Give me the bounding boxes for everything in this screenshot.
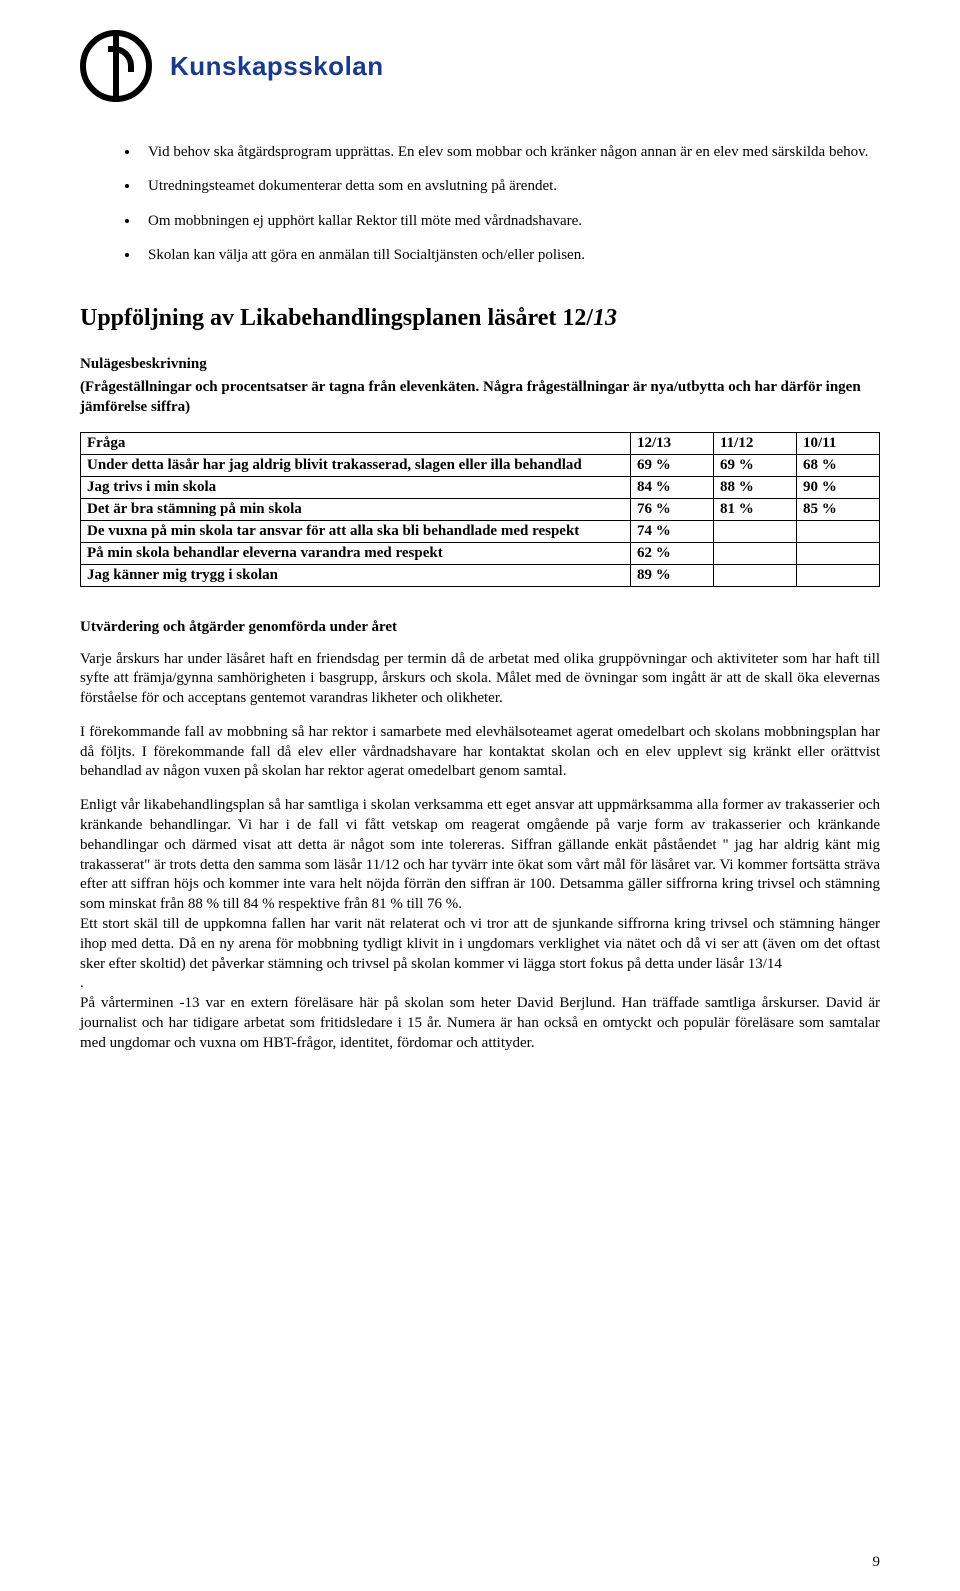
bullet-text: Vid behov ska åtgärdsprogram upprättas. … — [148, 144, 868, 160]
cell-value — [797, 542, 880, 564]
cell-value: 84 % — [631, 476, 714, 498]
evaluation-heading: Utvärdering och åtgärder genomförda unde… — [80, 619, 880, 636]
cell-value: 69 % — [714, 454, 797, 476]
list-item: Utredningsteamet dokumenterar detta som … — [140, 176, 880, 196]
heading-em: 13 — [593, 305, 617, 331]
bullet-text: Skolan kan välja att göra en anmälan til… — [148, 247, 585, 263]
cell-value: 76 % — [631, 498, 714, 520]
page: Kunskapsskolan Vid behov ska åtgärdsprog… — [0, 0, 960, 1591]
cell-value — [797, 564, 880, 586]
table-row: På min skola behandlar eleverna varandra… — [81, 542, 880, 564]
cell-value: 68 % — [797, 454, 880, 476]
table-row: De vuxna på min skola tar ansvar för att… — [81, 520, 880, 542]
cell-question: Det är bra stämning på min skola — [81, 498, 631, 520]
body-paragraph: Enligt vår likabehandlingsplan så har sa… — [80, 796, 880, 915]
table-row: Jag känner mig trygg i skolan 89 % — [81, 564, 880, 586]
cell-value: 85 % — [797, 498, 880, 520]
body-paragraph: Ett stort skäl till de uppkomna fallen h… — [80, 915, 880, 994]
survey-table: Fråga 12/13 11/12 10/11 Under detta läså… — [80, 432, 880, 587]
col-year: 12/13 — [631, 432, 714, 454]
section-heading: Uppföljning av Likabehandlingsplanen läs… — [80, 305, 880, 332]
brand-name: Kunskapsskolan — [170, 51, 384, 82]
cell-value — [714, 564, 797, 586]
heading-text: Uppföljning av Likabehandlingsplanen läs… — [80, 305, 593, 331]
cell-value: 89 % — [631, 564, 714, 586]
sub-heading: Nulägesbeskrivning — [80, 356, 880, 373]
body-paragraph: I förekommande fall av mobbning så har r… — [80, 723, 880, 782]
table-row: Det är bra stämning på min skola 76 % 81… — [81, 498, 880, 520]
body-paragraph: På vårterminen -13 var en extern föreläs… — [80, 994, 880, 1053]
table-row: Jag trivs i min skola 84 % 88 % 90 % — [81, 476, 880, 498]
cell-value: 90 % — [797, 476, 880, 498]
page-number: 9 — [873, 1554, 881, 1571]
cell-question: På min skola behandlar eleverna varandra… — [81, 542, 631, 564]
cell-question: Under detta läsår har jag aldrig blivit … — [81, 454, 631, 476]
page-header: Kunskapsskolan — [80, 30, 880, 102]
bullet-text: Om mobbningen ej upphört kallar Rektor t… — [148, 213, 582, 229]
sub-note: (Frågeställningar och procentsatser är t… — [80, 377, 880, 418]
logo-icon — [80, 30, 152, 102]
bullet-text: Utredningsteamet dokumenterar detta som … — [148, 178, 557, 194]
cell-value: 62 % — [631, 542, 714, 564]
cell-value — [797, 520, 880, 542]
col-year: 11/12 — [714, 432, 797, 454]
body-paragraph: Varje årskurs har under läsåret haft en … — [80, 650, 880, 709]
cell-value: 88 % — [714, 476, 797, 498]
list-item: Vid behov ska åtgärdsprogram upprättas. … — [140, 142, 880, 162]
cell-value: 69 % — [631, 454, 714, 476]
table-header-row: Fråga 12/13 11/12 10/11 — [81, 432, 880, 454]
bullet-list: Vid behov ska åtgärdsprogram upprättas. … — [80, 142, 880, 265]
cell-value: 81 % — [714, 498, 797, 520]
table-row: Under detta läsår har jag aldrig blivit … — [81, 454, 880, 476]
cell-value — [714, 520, 797, 542]
col-year: 10/11 — [797, 432, 880, 454]
cell-question: Jag känner mig trygg i skolan — [81, 564, 631, 586]
col-question: Fråga — [81, 432, 631, 454]
list-item: Skolan kan välja att göra en anmälan til… — [140, 245, 880, 265]
cell-value — [714, 542, 797, 564]
list-item: Om mobbningen ej upphört kallar Rektor t… — [140, 211, 880, 231]
cell-value: 74 % — [631, 520, 714, 542]
cell-question: De vuxna på min skola tar ansvar för att… — [81, 520, 631, 542]
cell-question: Jag trivs i min skola — [81, 476, 631, 498]
